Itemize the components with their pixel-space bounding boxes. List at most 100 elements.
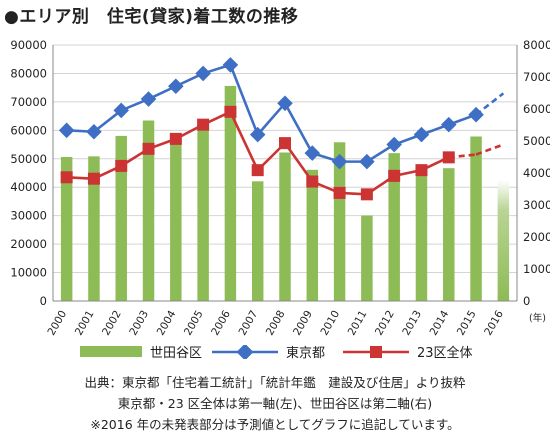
legend-swatch-bar xyxy=(80,346,142,357)
x-tick-label: 2010 xyxy=(318,309,342,338)
x-tick-label: 2001 xyxy=(73,309,97,338)
x-tick-label: 2002 xyxy=(100,309,124,338)
left-tick-label: 50000 xyxy=(10,152,47,166)
x-tick-label: 2007 xyxy=(237,309,261,338)
chart-plot: 0100002000030000400005000060000700008000… xyxy=(10,38,550,338)
bar-setagaya xyxy=(115,135,127,301)
legend-item-setagaya: 世田谷区 xyxy=(80,342,202,361)
point-tokyo xyxy=(249,126,266,143)
chart-title: ●エリア別 住宅(貸家)着工数の推移 xyxy=(4,7,299,27)
lines xyxy=(58,57,505,201)
point-23ku xyxy=(333,186,346,199)
note-axes: 東京都・23 区全体は第一軸(左)、世田谷区は第二軸(右) xyxy=(117,396,433,411)
left-tick-label: 40000 xyxy=(10,180,47,194)
line-segment-23ku xyxy=(283,142,314,183)
x-tick-label: 2000 xyxy=(45,309,69,338)
x-tick-label: 2015 xyxy=(455,309,479,338)
point-tokyo xyxy=(168,78,184,95)
point-tokyo xyxy=(468,106,484,123)
left-tick-label: 60000 xyxy=(10,123,47,137)
point-23ku xyxy=(388,169,401,182)
left-tick-label: 30000 xyxy=(10,209,47,223)
point-23ku xyxy=(197,118,210,131)
x-tick-label: 2005 xyxy=(182,309,206,338)
point-23ku xyxy=(251,164,264,177)
point-tokyo xyxy=(386,136,402,153)
bar-setagaya xyxy=(142,120,155,302)
bar-setagaya xyxy=(470,136,482,301)
point-23ku xyxy=(169,132,182,145)
bar-setagaya xyxy=(170,141,182,301)
line-segment-23ku xyxy=(229,111,259,171)
point-tokyo xyxy=(140,91,157,107)
x-tick-label: 2012 xyxy=(373,309,397,338)
x-tick-label: 2006 xyxy=(209,308,233,337)
legend-label-23ku: 23区全体 xyxy=(417,346,473,361)
x-tick-label: 2008 xyxy=(264,309,288,338)
right-tick-label: 0 xyxy=(523,294,530,308)
axes xyxy=(52,45,518,302)
right-tick-label: 1000 xyxy=(523,262,550,276)
point-23ku xyxy=(306,175,319,188)
right-tick-label: 2000 xyxy=(523,230,550,244)
bar-setagaya xyxy=(251,181,264,301)
left-tick-label: 0 xyxy=(40,294,47,308)
point-23ku xyxy=(60,171,73,184)
legend-label-setagaya: 世田谷区 xyxy=(150,346,203,361)
point-tokyo xyxy=(58,122,75,139)
note-source: 出典：東京都「住宅着工統計」「統計年鑑 建設及び住居」より抜粋 xyxy=(84,375,466,390)
right-tick-label: 5000 xyxy=(523,134,550,148)
point-23ku xyxy=(142,142,155,155)
legend: 世田谷区 東京都 23区全体 xyxy=(0,342,550,364)
line-segment-tokyo xyxy=(93,109,123,133)
bar-setagaya xyxy=(388,153,400,301)
point-23ku xyxy=(415,164,428,177)
x-tick-label: 2016 xyxy=(482,308,506,337)
notes: 出典：東京都「住宅着工統計」「統計年鑑 建設及び住居」より抜粋 東京都・23 区… xyxy=(0,372,550,435)
line-segment-23ku xyxy=(475,143,504,156)
left-tick-label: 80000 xyxy=(10,66,47,80)
bar-setagaya xyxy=(361,215,373,301)
right-tick-label: 3000 xyxy=(523,198,550,212)
bar-setagaya xyxy=(60,157,73,301)
x-tick-label: 2011 xyxy=(346,309,370,338)
line-segment-tokyo xyxy=(256,102,286,136)
point-23ku xyxy=(87,172,100,185)
left-tick-label: 70000 xyxy=(10,95,47,109)
line-segment-tokyo xyxy=(475,92,505,116)
bars-setagaya xyxy=(60,85,510,302)
point-tokyo xyxy=(413,126,430,143)
x-tick-label: 2003 xyxy=(127,309,151,338)
point-23ku xyxy=(115,159,128,172)
point-23ku xyxy=(224,105,237,118)
bar-setagaya xyxy=(443,168,455,301)
point-tokyo xyxy=(222,57,239,73)
bar-setagaya xyxy=(197,122,209,301)
point-23ku xyxy=(279,137,291,150)
bar-setagaya xyxy=(306,169,319,301)
point-tokyo xyxy=(359,153,375,170)
right-tick-label: 8000 xyxy=(523,38,550,52)
bar-setagaya xyxy=(88,156,100,301)
legend-item-tokyo: 東京都 xyxy=(212,342,325,361)
x-tick-label: 2014 xyxy=(428,308,452,337)
bar-setagaya xyxy=(333,142,346,301)
legend-item-23ku: 23区全体 xyxy=(343,342,473,361)
left-tick-label: 90000 xyxy=(10,38,47,52)
x-tick-label: 2004 xyxy=(155,308,179,337)
bar-setagaya xyxy=(224,85,237,302)
point-tokyo xyxy=(113,102,130,119)
legend-label-tokyo: 東京都 xyxy=(286,346,326,361)
right-tick-label: 6000 xyxy=(523,102,550,116)
x-axis-unit: (年) xyxy=(529,312,546,324)
bar-setagaya xyxy=(497,180,510,301)
x-tick-label: 2013 xyxy=(400,309,424,338)
bar-setagaya xyxy=(415,171,428,301)
right-tick-label: 7000 xyxy=(523,70,550,84)
x-tick-label: 2009 xyxy=(291,309,315,338)
left-tick-label: 10000 xyxy=(10,266,47,280)
bar-setagaya xyxy=(279,152,291,301)
point-23ku xyxy=(442,151,455,164)
right-tick-label: 4000 xyxy=(523,166,550,180)
legend-swatch-square-line xyxy=(343,345,409,358)
